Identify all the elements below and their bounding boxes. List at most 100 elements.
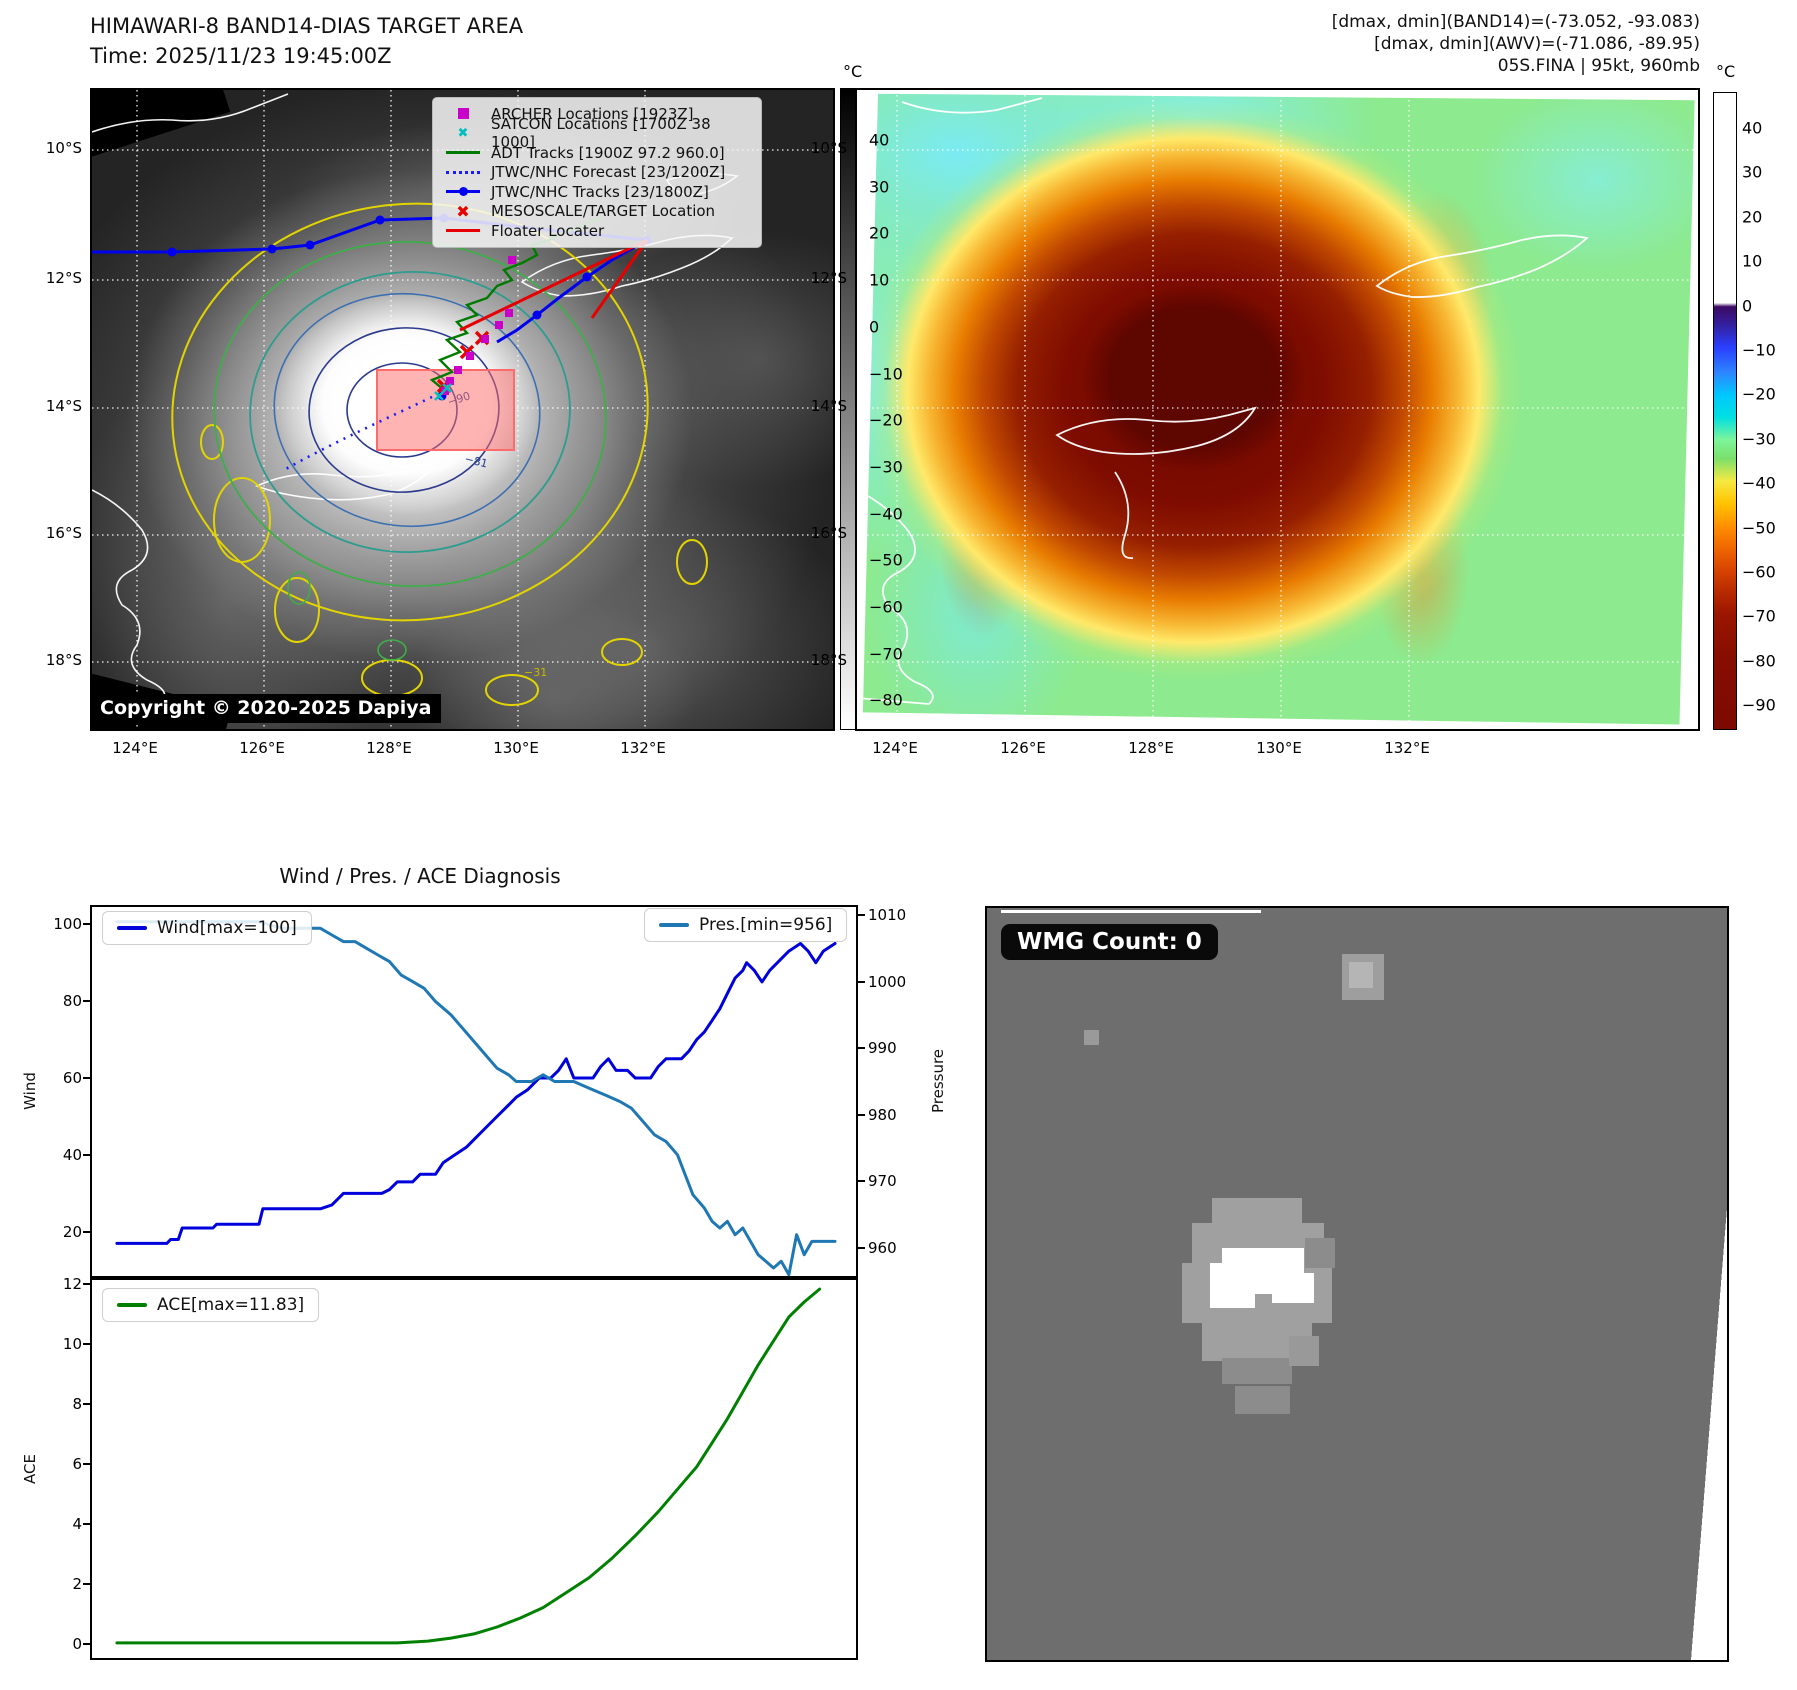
band14-x-tick: 126°E <box>239 739 285 757</box>
wmg-edge-wedge <box>1691 1208 1727 1660</box>
tick-mark <box>83 1402 90 1405</box>
wind-tick: 60 <box>62 1069 82 1088</box>
wind-tick: 20 <box>62 1222 82 1241</box>
band14-x-tick: 130°E <box>493 739 539 757</box>
band14-colorbar-tick: −70 <box>869 644 903 664</box>
map-legend-item: JTWC/NHC Tracks [23/1800Z] <box>441 182 751 202</box>
ace-tick: 2 <box>72 1574 82 1593</box>
map-legend-item: JTWC/NHC Forecast [23/1200Z] <box>441 163 751 183</box>
awv-colorbar-tick: −20 <box>1742 384 1776 404</box>
satcon-x-icon: ✖ <box>457 125 469 141</box>
tick-mark <box>858 1180 865 1183</box>
pressure-tick: 970 <box>868 1172 897 1191</box>
awv-colorbar-tick: −30 <box>1742 429 1776 449</box>
ace-axis-label: ACE <box>21 1454 39 1484</box>
satcon-markers <box>434 383 452 401</box>
wmg-blob-small-core <box>1349 962 1373 988</box>
map-legend-item: ✖ SATCON Locations [1700Z 38 1000] <box>441 115 751 151</box>
band14-colorbar-tick: −50 <box>869 550 903 570</box>
pressure-legend: Pres.[min=956] <box>644 908 848 942</box>
tick-mark <box>83 1000 90 1003</box>
band14-colorbar-tick: 10 <box>869 270 890 290</box>
awv-x-tick: 126°E <box>1000 739 1046 757</box>
track-line-icon <box>441 151 485 155</box>
wind-legend: Wind[max=100] <box>102 911 312 945</box>
ace-chart <box>90 1278 858 1660</box>
graticule <box>857 90 1698 729</box>
band14-time-label: Time: 2025/11/23 19:45:00Z <box>90 44 392 68</box>
band14-colorbar-tick: 30 <box>869 177 890 197</box>
awv-colorbar-tick: −50 <box>1742 518 1776 538</box>
ace-tick: 0 <box>72 1634 82 1653</box>
band14-y-tick: 14°S <box>45 397 82 415</box>
awv-colorbar-tick: 40 <box>1742 118 1763 138</box>
wind-pressure-chart <box>90 905 858 1278</box>
awv-colorbar-unit: °C <box>1716 62 1736 81</box>
map-legend-label: Floater Locater <box>491 221 605 240</box>
tick-mark <box>83 923 90 926</box>
map-legend: ARCHER Locations [1923Z] ✖ SATCON Location… <box>432 97 762 248</box>
coastline <box>92 93 739 703</box>
awv-colorbar-tick: −40 <box>1742 473 1776 493</box>
tick-mark <box>83 1462 90 1465</box>
target-area-box <box>376 369 515 451</box>
awv-colorbar-tick: −80 <box>1742 651 1776 671</box>
awv-colorbar-tick: 10 <box>1742 251 1763 271</box>
wind-axis-label: Wind <box>21 1072 39 1110</box>
band14-colorbar-tick: 0 <box>869 317 880 337</box>
map-legend-label: SATCON Locations [1700Z 38 1000] <box>491 115 711 152</box>
pressure-tick: 1000 <box>868 972 907 991</box>
tick-mark <box>83 1077 90 1080</box>
wmg-edge-artifact <box>1001 910 1261 913</box>
tick-mark <box>83 1582 90 1585</box>
tick-mark <box>83 1230 90 1233</box>
band14-x-tick: 128°E <box>366 739 412 757</box>
awv-x-tick: 130°E <box>1256 739 1302 757</box>
band14-colorbar-tick: 40 <box>869 130 890 150</box>
band14-colorbar-tick: −60 <box>869 597 903 617</box>
tick-mark <box>858 1047 865 1050</box>
tick-mark <box>858 980 865 983</box>
band14-colorbar-tick: −20 <box>869 410 903 430</box>
tick-mark <box>858 1113 865 1116</box>
map-legend-label: MESOSCALE/TARGET Location <box>491 202 716 221</box>
forecast-dotted-icon <box>441 170 485 174</box>
series-pressure <box>115 920 837 1277</box>
jtwc-forecast-track <box>283 395 433 472</box>
tick-mark <box>83 1522 90 1525</box>
band14-y-tick: 10°S <box>45 139 82 157</box>
awv-colorbar-tick: 0 <box>1742 296 1753 316</box>
track-line-icon <box>441 229 485 233</box>
contour-label: −31 <box>524 666 547 679</box>
awv-y-tick: 18°S <box>810 651 847 669</box>
wmg-panel: WMG Count: 0 <box>985 906 1729 1662</box>
ace-legend: ACE[max=11.83] <box>102 1288 320 1322</box>
diagnosis-title: Wind / Pres. / ACE Diagnosis <box>279 864 561 888</box>
band14-x-tick: 124°E <box>112 739 158 757</box>
band14-colorbar-tick: −30 <box>869 457 903 477</box>
awv-x-tick: 132°E <box>1384 739 1430 757</box>
awv-colorbar-tick: 30 <box>1742 162 1763 182</box>
tick-mark <box>83 1642 90 1645</box>
wind-legend-swatch <box>117 926 147 930</box>
wmg-blob-cluster <box>1182 1198 1335 1414</box>
band14-x-tick: 132°E <box>620 739 666 757</box>
archer-square-icon <box>441 108 485 120</box>
awv-x-tick: 128°E <box>1128 739 1174 757</box>
awv-colorbar-tick: −10 <box>1742 340 1776 360</box>
pressure-tick: 960 <box>868 1239 897 1258</box>
pressure-tick: 990 <box>868 1039 897 1058</box>
series-line <box>115 942 837 1245</box>
band14-map-image: −90 −81 −31 <box>90 88 835 731</box>
ace-tick: 6 <box>72 1454 82 1473</box>
awv-map-image <box>855 88 1700 731</box>
map-legend-label: ARCHER Locations [1923Z] <box>491 104 694 123</box>
ace-tick: 12 <box>62 1274 82 1293</box>
wmg-blobs <box>1001 910 1727 1660</box>
band14-colorbar-tick: −10 <box>869 364 903 383</box>
wind-tick: 100 <box>53 915 82 934</box>
storm-id-intensity: 05S.FINA | 95kt, 960mb <box>1497 56 1700 76</box>
map-legend-item: ARCHER Locations [1923Z] <box>441 104 751 124</box>
map-legend-item: Floater Locater <box>441 221 751 241</box>
